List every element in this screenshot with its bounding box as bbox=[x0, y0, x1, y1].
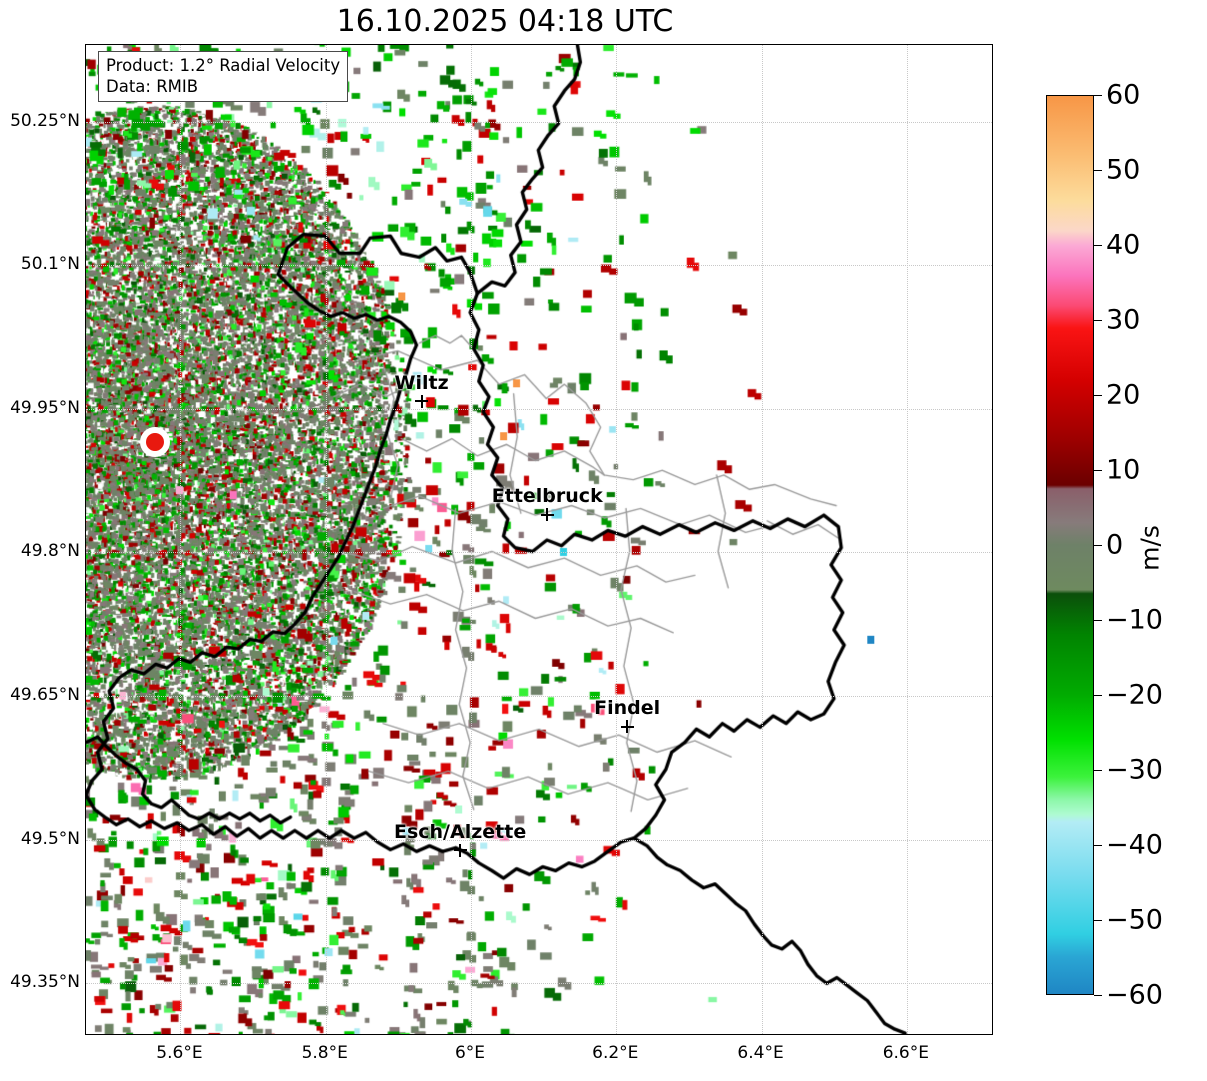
gridline-vertical bbox=[180, 45, 182, 1034]
colorbar-tick-label-8: −20 bbox=[1106, 679, 1163, 711]
colorbar-unit-label: m/s bbox=[1135, 525, 1165, 571]
x-axis-tick-label-0: 5.6°E bbox=[156, 1043, 203, 1063]
data-source-line: Data: RMIB bbox=[106, 77, 199, 97]
colorbar-tick-mark bbox=[1094, 320, 1102, 321]
x-axis-tick-label-5: 6.6°E bbox=[882, 1043, 929, 1063]
gridline-vertical bbox=[761, 45, 763, 1034]
page-title: 16.10.2025 04:18 UTC bbox=[336, 4, 674, 39]
colorbar-tick-mark bbox=[1094, 545, 1102, 546]
gridline-horizontal bbox=[86, 552, 992, 554]
gridline-horizontal bbox=[86, 265, 992, 267]
colorbar-tick-label-10: −40 bbox=[1106, 829, 1163, 861]
city-cross-icon bbox=[453, 843, 467, 857]
product-info-box: Product: 1.2° Radial Velocity Data: RMIB bbox=[98, 51, 349, 103]
colorbar-gradient bbox=[1047, 96, 1093, 994]
gridline-horizontal bbox=[86, 983, 992, 985]
colorbar-tick-label-7: −10 bbox=[1106, 604, 1163, 636]
y-axis-tick-label-5: 49.5°N bbox=[20, 828, 80, 849]
city-label: Findel bbox=[594, 697, 661, 720]
colorbar-tick-mark bbox=[1094, 95, 1102, 96]
city-cross-icon bbox=[540, 508, 554, 522]
city-marker-esch-alzette: Esch/Alzette bbox=[380, 821, 540, 857]
colorbar-tick-mark bbox=[1094, 245, 1102, 246]
city-marker-wiltz: Wiltz bbox=[342, 372, 502, 408]
colorbar-tick-mark bbox=[1094, 170, 1102, 171]
colorbar-tick-label-0: 60 bbox=[1106, 79, 1141, 111]
colorbar-tick-label-12: −60 bbox=[1106, 979, 1163, 1011]
colorbar-tick-label-9: −30 bbox=[1106, 754, 1163, 786]
gridline-horizontal bbox=[86, 839, 992, 841]
gridline-horizontal bbox=[86, 121, 992, 123]
city-cross-icon bbox=[415, 394, 429, 408]
x-axis-tick-label-1: 5.8°E bbox=[301, 1043, 348, 1063]
gridline-horizontal bbox=[86, 696, 992, 698]
gridline-horizontal bbox=[86, 408, 992, 410]
colorbar-tick-mark bbox=[1094, 395, 1102, 396]
colorbar-tick-mark bbox=[1094, 620, 1102, 621]
city-label: Ettelbruck bbox=[491, 485, 603, 508]
city-marker-findel: Findel bbox=[547, 697, 707, 734]
x-axis-tick-label-4: 6.4°E bbox=[737, 1043, 784, 1063]
x-axis-tick-label-3: 6.2°E bbox=[592, 1043, 639, 1063]
city-cross-icon bbox=[620, 720, 634, 734]
colorbar-tick-label-6: 0 bbox=[1106, 529, 1124, 561]
colorbar-tick-label-11: −50 bbox=[1106, 904, 1163, 936]
y-axis-tick-label-6: 49.35°N bbox=[10, 972, 80, 993]
gridline-vertical bbox=[616, 45, 618, 1034]
radar-reflectivity-canvas bbox=[86, 45, 992, 1034]
y-axis-tick-label-4: 49.65°N bbox=[10, 685, 80, 706]
colorbar-tick-mark bbox=[1094, 695, 1102, 696]
colorbar-tick-mark bbox=[1094, 920, 1102, 921]
colorbar-tick-label-5: 10 bbox=[1106, 454, 1141, 486]
colorbar-tick-label-3: 30 bbox=[1106, 304, 1141, 336]
x-axis-tick-label-2: 6°E bbox=[454, 1043, 486, 1063]
city-marker-ettelbruck: Ettelbruck bbox=[467, 485, 627, 522]
gridline-vertical bbox=[906, 45, 908, 1034]
gridline-vertical bbox=[325, 45, 327, 1034]
colorbar-tick-mark bbox=[1094, 770, 1102, 771]
y-axis-tick-label-3: 49.8°N bbox=[20, 541, 80, 562]
colorbar-tick-mark bbox=[1094, 470, 1102, 471]
y-axis-tick-label-2: 49.95°N bbox=[10, 397, 80, 418]
colorbar-tick-mark bbox=[1094, 845, 1102, 846]
city-label: Wiltz bbox=[394, 371, 449, 394]
colorbar-tick-label-1: 50 bbox=[1106, 154, 1141, 186]
product-line: Product: 1.2° Radial Velocity bbox=[106, 56, 341, 75]
colorbar-tick-mark bbox=[1094, 995, 1102, 996]
velocity-colorbar bbox=[1046, 95, 1094, 995]
radar-site-marker bbox=[140, 427, 170, 458]
city-label: Esch/Alzette bbox=[393, 820, 527, 843]
colorbar-tick-label-2: 40 bbox=[1106, 229, 1141, 261]
y-axis-tick-label-0: 50.25°N bbox=[10, 110, 80, 131]
radar-site-dot bbox=[146, 433, 164, 452]
radar-map-axes[interactable]: Wiltz Ettelbruck Findel Esch/Alzette Produc… bbox=[85, 44, 993, 1035]
y-axis-tick-label-1: 50.1°N bbox=[20, 254, 80, 275]
colorbar-tick-label-4: 20 bbox=[1106, 379, 1141, 411]
gridline-vertical bbox=[470, 45, 472, 1034]
